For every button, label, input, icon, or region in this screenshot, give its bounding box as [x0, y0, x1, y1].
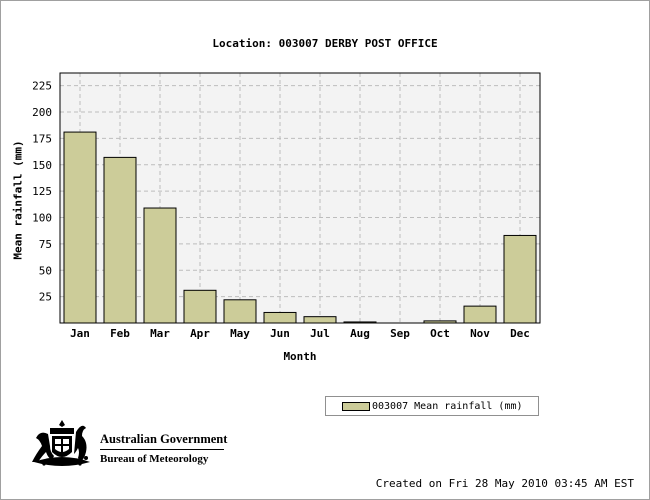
bar-mar [143, 207, 177, 324]
y-tick-label: 75 [39, 238, 52, 251]
x-tick-label: Mar [150, 327, 170, 340]
bar-feb [103, 156, 137, 324]
y-tick-labels: 25 50 75 100 125 150 175 200 225 [32, 80, 52, 304]
bar-nov [463, 305, 497, 324]
legend: 003007 Mean rainfall (mm) [325, 396, 539, 416]
y-tick-label: 150 [32, 159, 52, 172]
created-timestamp: Created on Fri 28 May 2010 03:45 AM EST [375, 477, 634, 490]
y-tick-label: 25 [39, 291, 52, 304]
legend-label: 003007 Mean rainfall (mm) [372, 400, 523, 412]
y-tick-label: 50 [39, 264, 52, 277]
x-tick-label: Jun [270, 327, 290, 340]
logo-bureau-text: Bureau of Meteorology [100, 453, 209, 465]
legend-swatch [342, 401, 370, 411]
y-tick-label: 225 [32, 80, 52, 93]
x-tick-label: Oct [430, 327, 450, 340]
bar-apr [183, 289, 217, 324]
y-tick-label: 100 [32, 212, 52, 225]
y-tick-label: 175 [32, 132, 52, 145]
x-tick-label: Sep [390, 327, 410, 340]
plot-border [59, 72, 541, 324]
bar-jan [63, 131, 97, 324]
x-tick-label: Nov [470, 327, 490, 340]
bars [63, 131, 537, 324]
x-tick-label: May [230, 327, 250, 340]
x-tick-label: Feb [110, 327, 130, 340]
logo-government-text: Australian Government [100, 432, 228, 446]
bar-jul [303, 316, 337, 324]
x-tick-label: Aug [350, 327, 370, 340]
y-axis-label: Mean rainfall (mm) [11, 140, 25, 260]
bar-jun [263, 311, 297, 324]
coat-of-arms-icon [32, 420, 90, 466]
x-tick-label: Apr [190, 327, 210, 340]
bom-logo: Australian Government Bureau of Meteorol… [28, 418, 228, 470]
bar-dec [503, 234, 537, 324]
plot-area [60, 73, 540, 323]
logo-divider [100, 449, 224, 450]
chart-title: Location: 003007 DERBY POST OFFICE [212, 37, 438, 50]
x-tick-label: Jul [310, 327, 330, 340]
x-axis-label: Month [283, 350, 317, 363]
grid-lines [60, 73, 540, 323]
x-tick-labels: Jan Feb Mar Apr May Jun Jul Aug Sep Oct Nov Dec [70, 327, 530, 340]
y-tick-label: 125 [32, 185, 52, 198]
bar-may [223, 299, 257, 324]
x-tick-label: Dec [510, 327, 530, 340]
y-tick-label: 200 [32, 106, 52, 119]
x-tick-label: Jan [70, 327, 90, 340]
